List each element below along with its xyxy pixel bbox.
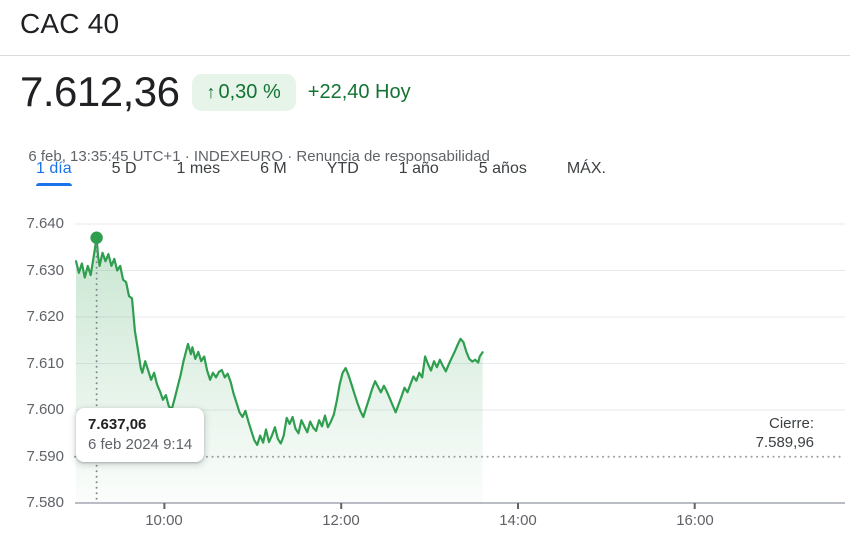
tab-max[interactable]: MÁX.: [566, 160, 606, 177]
quote-subtitle: 6 feb, 13:35:45 UTC+1 · INDEXEURO · Renu…: [20, 131, 490, 165]
close-label-title: Cierre:: [768, 415, 814, 432]
quote-timestamp: 6 feb, 13:35:45 UTC+1: [28, 148, 181, 165]
change-percent: 0,30 %: [218, 80, 281, 103]
tab-1-ano[interactable]: 1 año: [398, 160, 439, 177]
tab-5-d[interactable]: 5 D: [111, 160, 137, 177]
previous-close-label: Cierre: 7.589,96: [756, 414, 814, 452]
price-line: [74, 236, 484, 446]
tab-1-dia[interactable]: 1 día: [36, 160, 72, 186]
area-fill: [76, 237, 483, 503]
current-price: 7.612,36: [20, 68, 180, 115]
tooltip-price: 7.637,06: [88, 416, 147, 433]
tooltip-time: 6 feb 2024 9:14: [88, 436, 193, 453]
price-row: 7.612,36 ↑ 0,30 % +22,40 Hoy: [20, 68, 411, 116]
page-title: CAC 40: [20, 8, 120, 39]
high-point-marker: [90, 231, 103, 244]
change-absolute: +22,40 Hoy: [307, 80, 411, 103]
disclaimer-link[interactable]: Renuncia de responsabilidad: [296, 148, 490, 165]
arrow-up-icon: ↑: [206, 81, 216, 102]
tab-1-mes[interactable]: 1 mes: [176, 160, 221, 177]
header-divider: [0, 55, 850, 56]
tab-ytd[interactable]: YTD: [326, 160, 359, 177]
tab-6-m[interactable]: 6 M: [260, 160, 287, 177]
separator: ·: [283, 148, 297, 165]
range-tab-bar: 1 día 5 D 1 mes 6 M YTD 1 año 5 años MÁX…: [36, 160, 606, 186]
close-label-value: 7.589,96: [755, 434, 814, 451]
tab-5-anos[interactable]: 5 años: [478, 160, 527, 177]
chart-tooltip: 7.637,06 6 feb 2024 9:14: [76, 408, 205, 462]
separator: ·: [180, 148, 194, 165]
change-percent-badge: ↑ 0,30 %: [191, 73, 296, 111]
exchange-name: INDEXEURO: [193, 148, 284, 165]
